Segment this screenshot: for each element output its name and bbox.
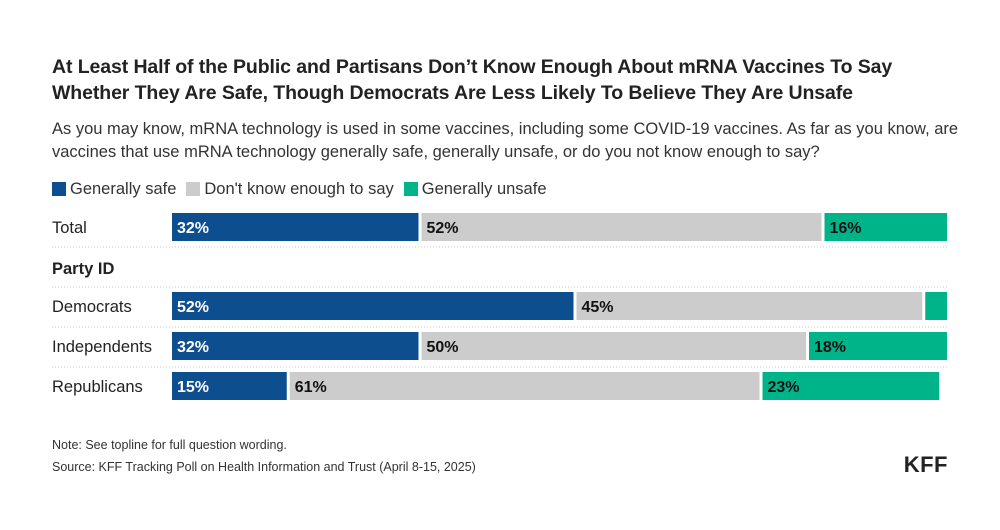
bar-value-label: 52% <box>177 299 209 316</box>
category-label: Independents <box>52 338 152 356</box>
bar-value-label: 50% <box>427 339 459 356</box>
legend-label-unsafe: Generally unsafe <box>421 179 547 198</box>
bar-segment <box>809 332 947 360</box>
bar-segment <box>172 292 574 320</box>
bar-value-label: 32% <box>177 220 209 237</box>
bar-value-label: 18% <box>814 339 846 356</box>
category-label: Total <box>52 219 87 237</box>
legend-swatch-dont-know <box>186 182 201 196</box>
bar-value-label: 45% <box>582 299 614 316</box>
bar-value-label: 23% <box>768 379 800 396</box>
legend: Generally safe Don't know enough to say … <box>52 178 557 200</box>
bar-segment <box>576 292 923 320</box>
legend-item-dont-know: Don't know enough to say <box>186 179 394 199</box>
bar-segment <box>925 292 947 320</box>
legend-swatch-unsafe <box>403 182 418 196</box>
kff-logo: KFF <box>903 452 948 477</box>
bar-segment <box>172 372 287 400</box>
bar-value-label: 16% <box>830 220 862 237</box>
legend-swatch-safe <box>52 182 66 196</box>
bar-segment <box>289 372 760 400</box>
group-label-party-id: Party ID <box>52 260 114 278</box>
bar-segment <box>172 332 419 360</box>
category-label: Republicans <box>52 378 143 396</box>
legend-item-safe: Generally safe <box>52 180 176 199</box>
bar-segment <box>824 213 947 241</box>
bar-value-label: 32% <box>177 339 209 356</box>
bar-segment <box>421 213 822 241</box>
legend-item-unsafe: Generally unsafe <box>403 179 547 199</box>
bar-value-label: 52% <box>427 220 459 237</box>
footnote: Note: See topline for full question word… <box>52 438 287 452</box>
bar-segment <box>172 213 419 241</box>
bar-segment <box>421 332 806 360</box>
bar-value-label: 61% <box>295 379 327 396</box>
bar-value-label: 15% <box>177 379 209 396</box>
chart-title: At Least Half of the Public and Partisan… <box>52 56 893 104</box>
legend-label-dont-know: Don't know enough to say <box>204 179 394 198</box>
chart-subtitle: As you may know, mRNA technology is used… <box>52 120 959 161</box>
stacked-bar-chart: Party ID Total 32% 52% 16% Democrats 52% 45% Ind… <box>52 213 947 400</box>
source-note: Source: KFF Tracking Poll on Health Info… <box>52 460 476 474</box>
category-label: Democrats <box>52 298 132 316</box>
legend-label-safe: Generally safe <box>70 179 177 198</box>
bar-segment <box>762 372 940 400</box>
